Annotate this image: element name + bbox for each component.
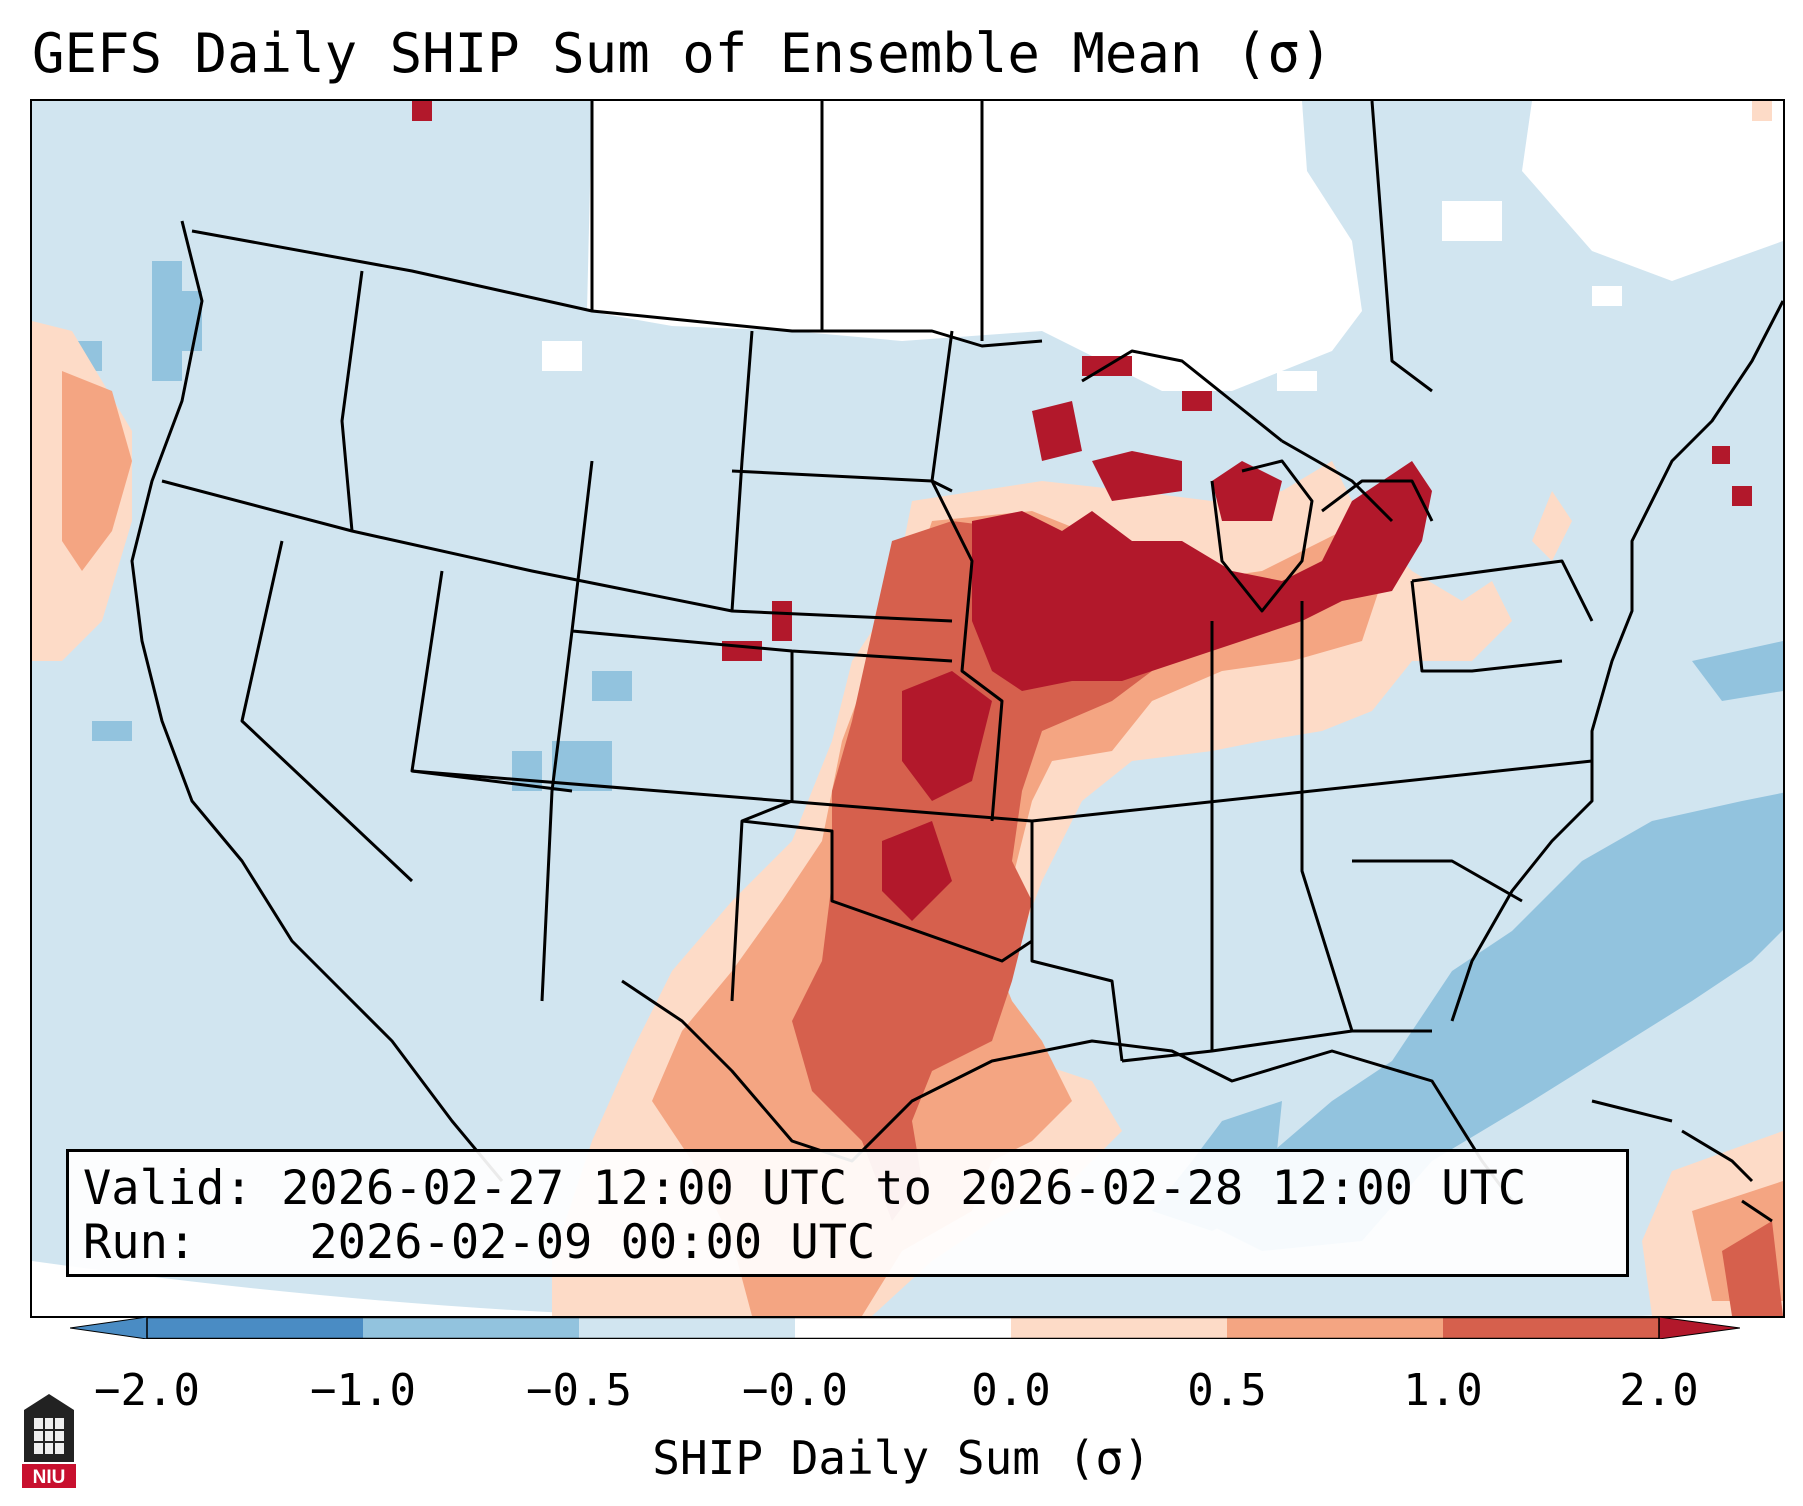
colorbar-tick-7: 1.0 — [1403, 1365, 1483, 1416]
colorbar-tick-6: 0.5 — [1187, 1365, 1267, 1416]
run-label: Run: — [83, 1215, 197, 1270]
colorbar-tick-4: −0.0 — [742, 1365, 848, 1416]
colorbar-label: SHIP Daily Sum (σ) — [652, 1431, 1151, 1485]
no-data-areas — [32, 101, 1783, 1316]
forecast-map — [32, 101, 1783, 1316]
logo-text: NIU — [33, 1467, 66, 1488]
colorbar-extend-high — [1658, 1317, 1740, 1339]
colorbar-seg-0-05 — [1011, 1317, 1227, 1339]
colorbar-seg-neg1-neg05 — [363, 1317, 579, 1339]
validity-info-box: Valid: 2026-02-27 12:00 UTC to 2026-02-2… — [66, 1149, 1629, 1277]
colorbar-tick-5: 0.0 — [971, 1365, 1051, 1416]
colorbar — [70, 1317, 1740, 1339]
colorbar-tick-3: −0.5 — [526, 1365, 632, 1416]
run-value: 2026-02-09 00:00 UTC — [309, 1215, 876, 1270]
colorbar-seg-zero — [795, 1317, 1011, 1339]
political-boundaries — [130, 101, 1783, 1202]
colorbar-seg-05-1 — [1227, 1317, 1443, 1339]
caribbean-islands — [1591, 1099, 1773, 1223]
map-title: GEFS Daily SHIP Sum of Ensemble Mean (σ) — [32, 22, 1333, 85]
colorbar-extend-low — [70, 1317, 148, 1339]
colorbar-tick-2: −1.0 — [310, 1365, 416, 1416]
map-panel — [30, 99, 1785, 1318]
colorbar-seg-neg05-0 — [579, 1317, 795, 1339]
colorbar-tick-8: 2.0 — [1619, 1365, 1699, 1416]
valid-value: 2026-02-27 12:00 UTC to 2026-02-28 12:00… — [281, 1161, 1527, 1216]
valid-label: Valid: — [83, 1161, 253, 1216]
colorbar-seg-lt-neg1 — [147, 1317, 363, 1339]
valid-line: Valid: 2026-02-27 12:00 UTC to 2026-02-2… — [83, 1162, 1626, 1216]
anomaly-gt-2 — [412, 101, 1752, 921]
niu-logo: NIU — [22, 1394, 76, 1488]
run-line: Run: 2026-02-09 00:00 UTC — [83, 1216, 1626, 1270]
colorbar-tick-1: −2.0 — [94, 1365, 200, 1416]
colorbar-seg-1-2 — [1443, 1317, 1659, 1339]
anomaly-1-2 — [792, 521, 1783, 1316]
